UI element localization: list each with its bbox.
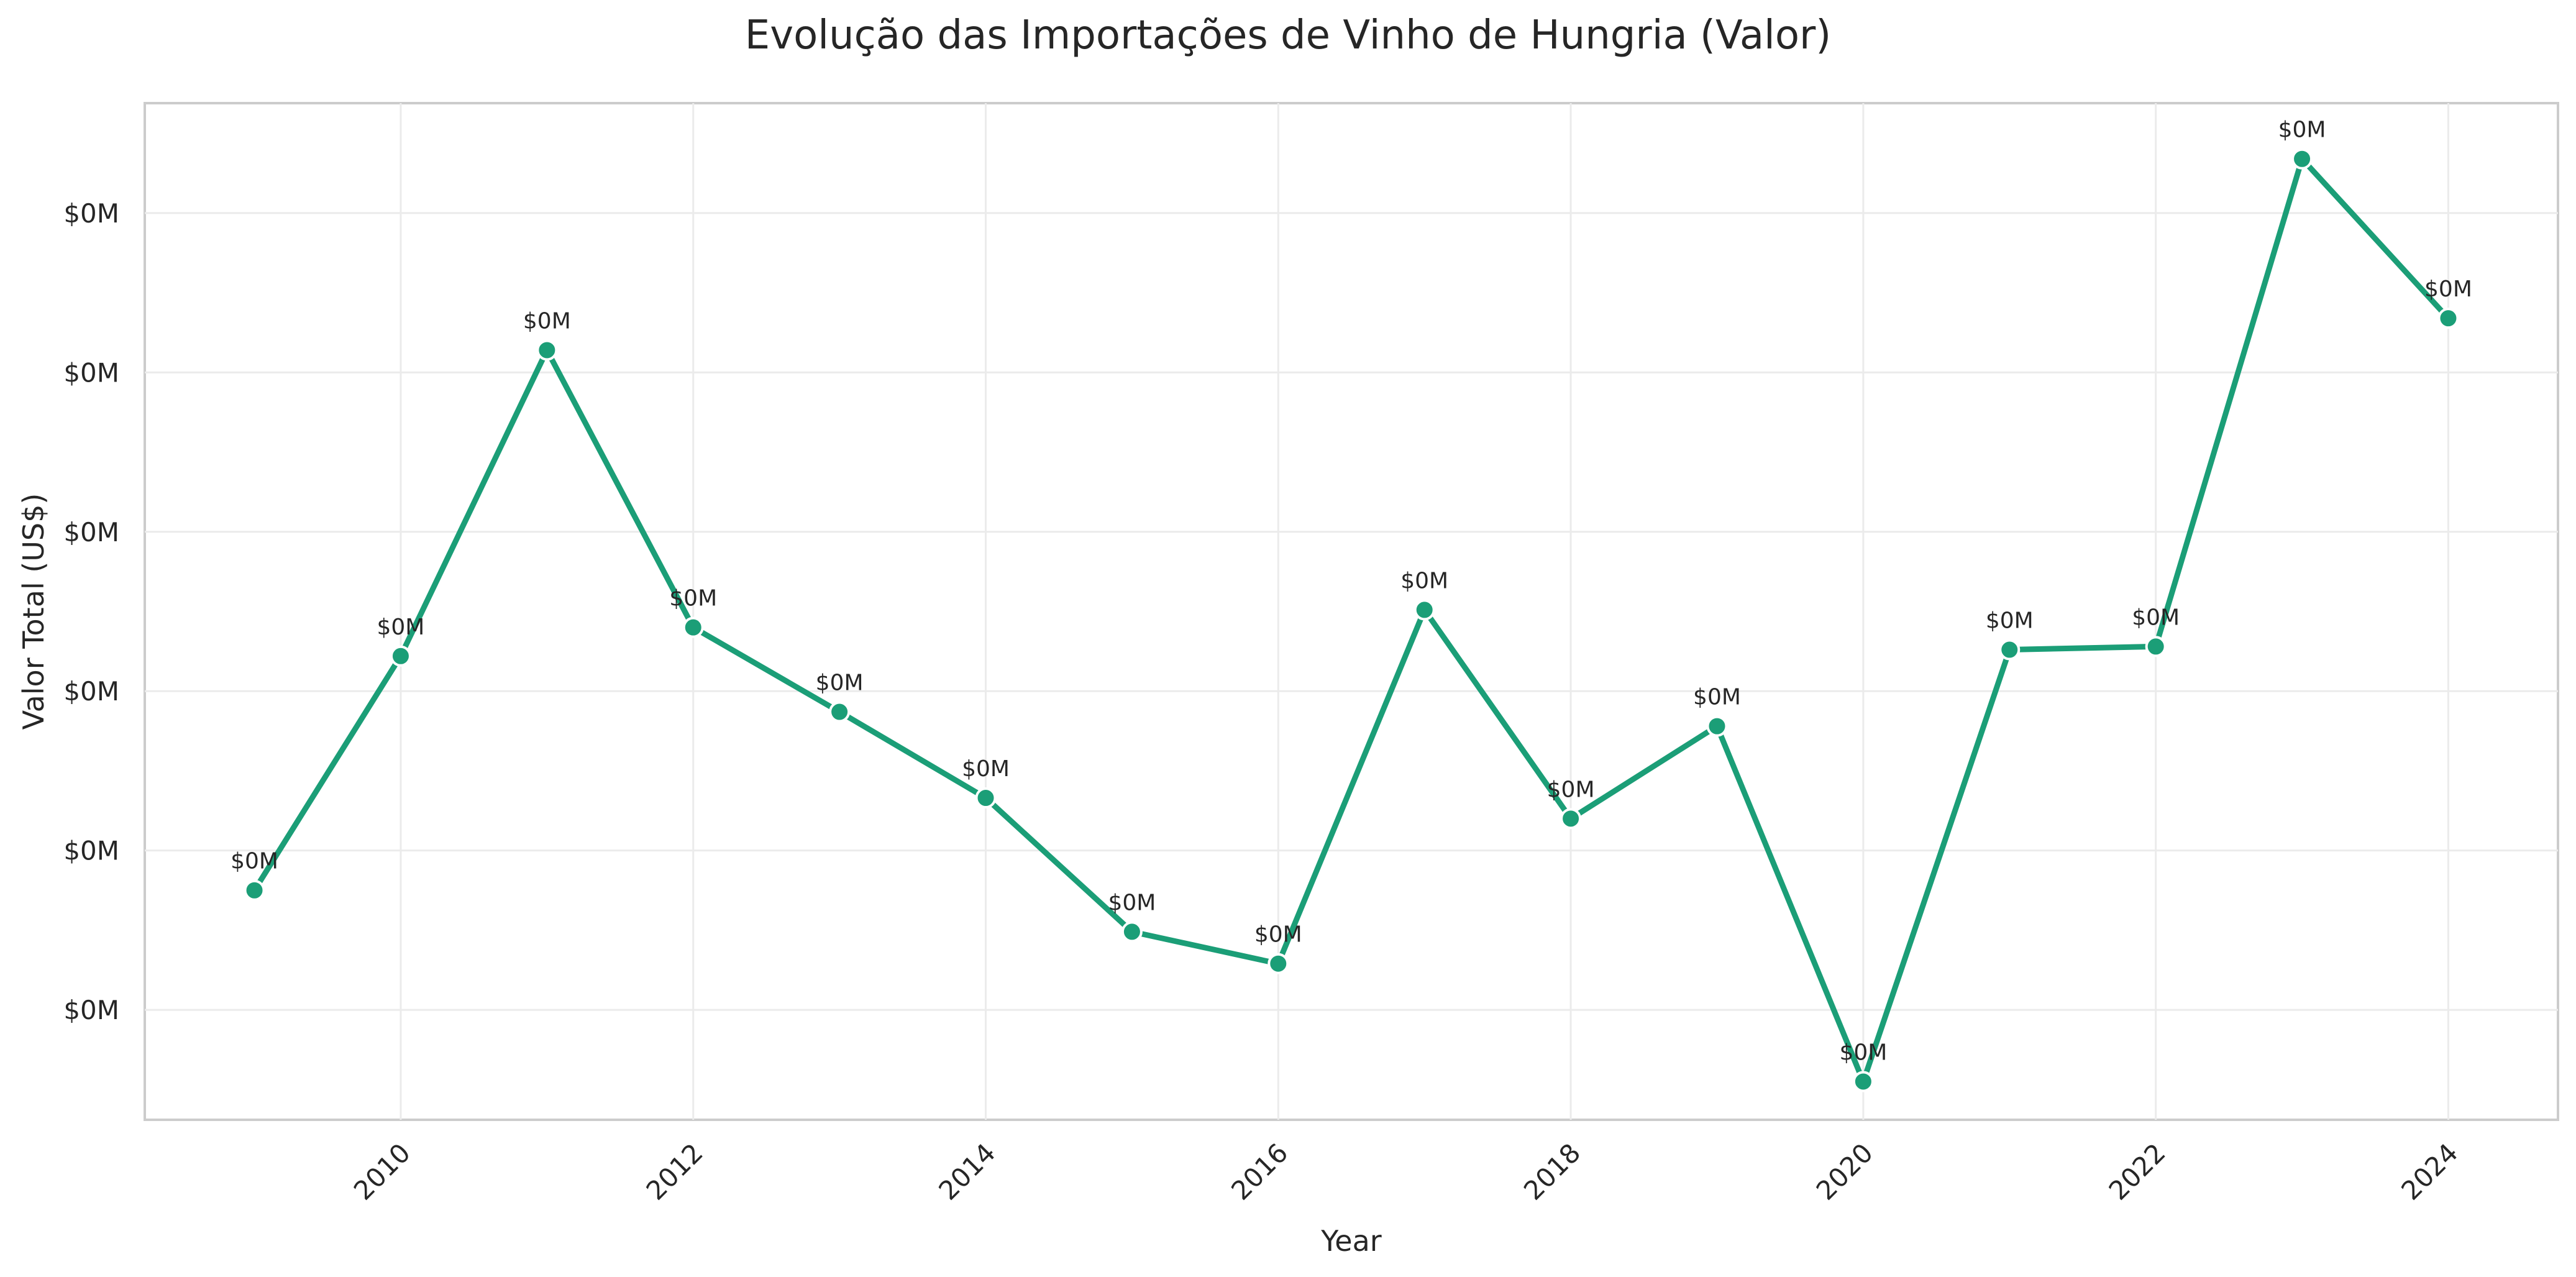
y-axis-label: Valor Total (US$) — [17, 493, 50, 730]
plot-area-frame — [144, 102, 2559, 1121]
data-label: $0M — [2424, 277, 2472, 302]
data-point — [536, 339, 558, 361]
x-axis-ticks: 2010 2012 2014 2016 2018 2020 2022 2024 — [348, 1137, 2464, 1206]
data-label: $0M — [816, 671, 864, 696]
y-axis-ticks: $0M $0M $0M $0M $0M $0M — [63, 198, 119, 1025]
x-tick-label: 2010 — [348, 1137, 416, 1206]
x-tick-label: 2022 — [2103, 1137, 2172, 1206]
y-tick-label: $0M — [63, 995, 119, 1025]
data-point — [1999, 639, 2021, 661]
data-label: $0M — [1254, 922, 1302, 948]
data-point — [2145, 636, 2167, 657]
chart-title: Evolução das Importações de Vinho de Hun… — [745, 12, 1832, 58]
x-tick-label: 2018 — [1518, 1137, 1586, 1206]
x-tick-label: 2012 — [641, 1137, 709, 1206]
data-label: $0M — [377, 615, 425, 640]
data-label: $0M — [1108, 890, 1156, 915]
data-label: $0M — [1839, 1040, 1887, 1065]
data-label: $0M — [962, 756, 1010, 782]
data-point — [1267, 953, 1289, 974]
data-label: $0M — [2132, 605, 2180, 630]
data-label: $0M — [1986, 608, 2034, 634]
y-tick-label: $0M — [63, 676, 119, 707]
data-label: $0M — [523, 308, 571, 334]
data-label: $0M — [1693, 685, 1741, 710]
grid-lines — [145, 103, 2558, 1120]
data-point — [1121, 921, 1143, 943]
series-layer — [244, 148, 2459, 1092]
data-point — [390, 645, 411, 667]
data-point — [975, 787, 997, 809]
x-tick-label: 2016 — [1225, 1137, 1294, 1206]
data-label: $0M — [669, 586, 717, 611]
data-label: $0M — [1547, 777, 1595, 802]
data-point — [1560, 808, 1582, 830]
y-tick-label: $0M — [63, 357, 119, 388]
data-label: $0M — [231, 849, 278, 874]
data-label: $0M — [1400, 568, 1448, 593]
data-point — [244, 879, 265, 901]
data-point — [682, 616, 704, 638]
data-point — [1706, 715, 1728, 737]
series-line — [252, 156, 2451, 1084]
y-tick-label: $0M — [63, 198, 119, 229]
x-axis-label: Year — [1320, 1224, 1381, 1258]
data-point — [1852, 1071, 1874, 1092]
x-tick-label: 2020 — [1811, 1137, 1879, 1206]
data-point — [2437, 308, 2459, 329]
x-tick-label: 2014 — [933, 1137, 1001, 1206]
x-tick-label: 2024 — [2395, 1137, 2464, 1206]
data-point — [829, 701, 851, 723]
data-point — [2291, 148, 2313, 170]
y-tick-label: $0M — [63, 836, 119, 866]
data-point — [1414, 599, 1435, 621]
y-tick-label: $0M — [63, 517, 119, 547]
data-labels: $0M $0M $0M $0M $0M $0M $0M $0M $0M $0M $0M $0M $0M $… — [231, 117, 2472, 1066]
data-label: $0M — [2278, 117, 2326, 143]
